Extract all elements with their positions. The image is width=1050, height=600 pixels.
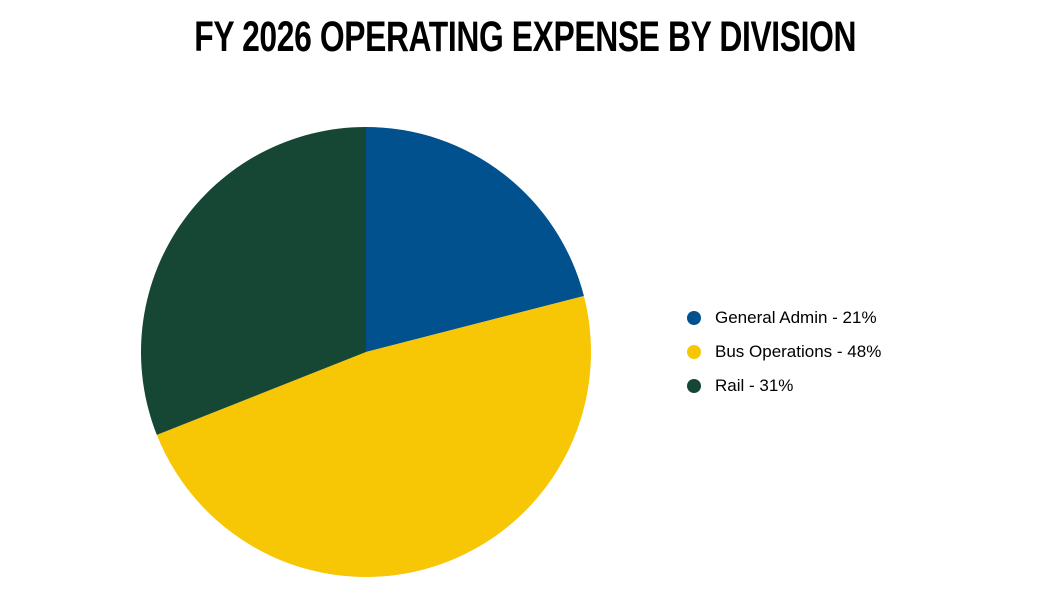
legend-label: General Admin - 21% bbox=[715, 308, 877, 327]
legend-swatch-icon bbox=[687, 379, 701, 393]
legend-label: Bus Operations - 48% bbox=[715, 342, 882, 361]
legend-label: Rail - 31% bbox=[715, 376, 794, 395]
chart-title-text: FY 2026 OPERATING EXPENSE BY DIVISION bbox=[194, 13, 856, 61]
pie-chart bbox=[140, 127, 591, 578]
chart-title: FY 2026 OPERATING EXPENSE BY DIVISION bbox=[0, 13, 1050, 61]
pie-slice-bus-operations bbox=[156, 296, 591, 578]
legend-item: Bus Operations - 48% bbox=[687, 335, 881, 369]
legend-swatch-icon bbox=[687, 345, 701, 359]
pie-slice-rail bbox=[140, 127, 366, 435]
legend-item: Rail - 31% bbox=[687, 369, 881, 403]
legend-item: General Admin - 21% bbox=[687, 301, 881, 335]
pie-slice-general-admin bbox=[366, 127, 584, 352]
legend-swatch-icon bbox=[687, 311, 701, 325]
legend: General Admin - 21% Bus Operations - 48% R… bbox=[687, 301, 881, 403]
